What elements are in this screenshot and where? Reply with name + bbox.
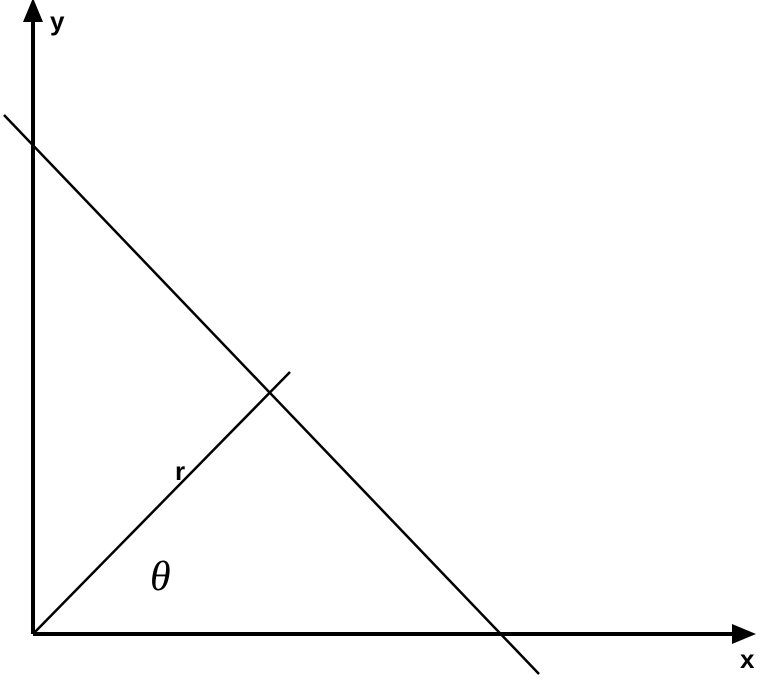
x-axis-arrowhead xyxy=(732,624,756,644)
y-axis-arrowhead xyxy=(23,0,43,22)
theta-label: θ xyxy=(150,554,171,600)
r-label: r xyxy=(175,456,185,486)
diagonal-line xyxy=(4,115,539,674)
x-axis-label: x xyxy=(740,644,755,674)
coordinate-diagram: y x r θ xyxy=(0,0,763,683)
y-axis-label: y xyxy=(50,6,65,36)
